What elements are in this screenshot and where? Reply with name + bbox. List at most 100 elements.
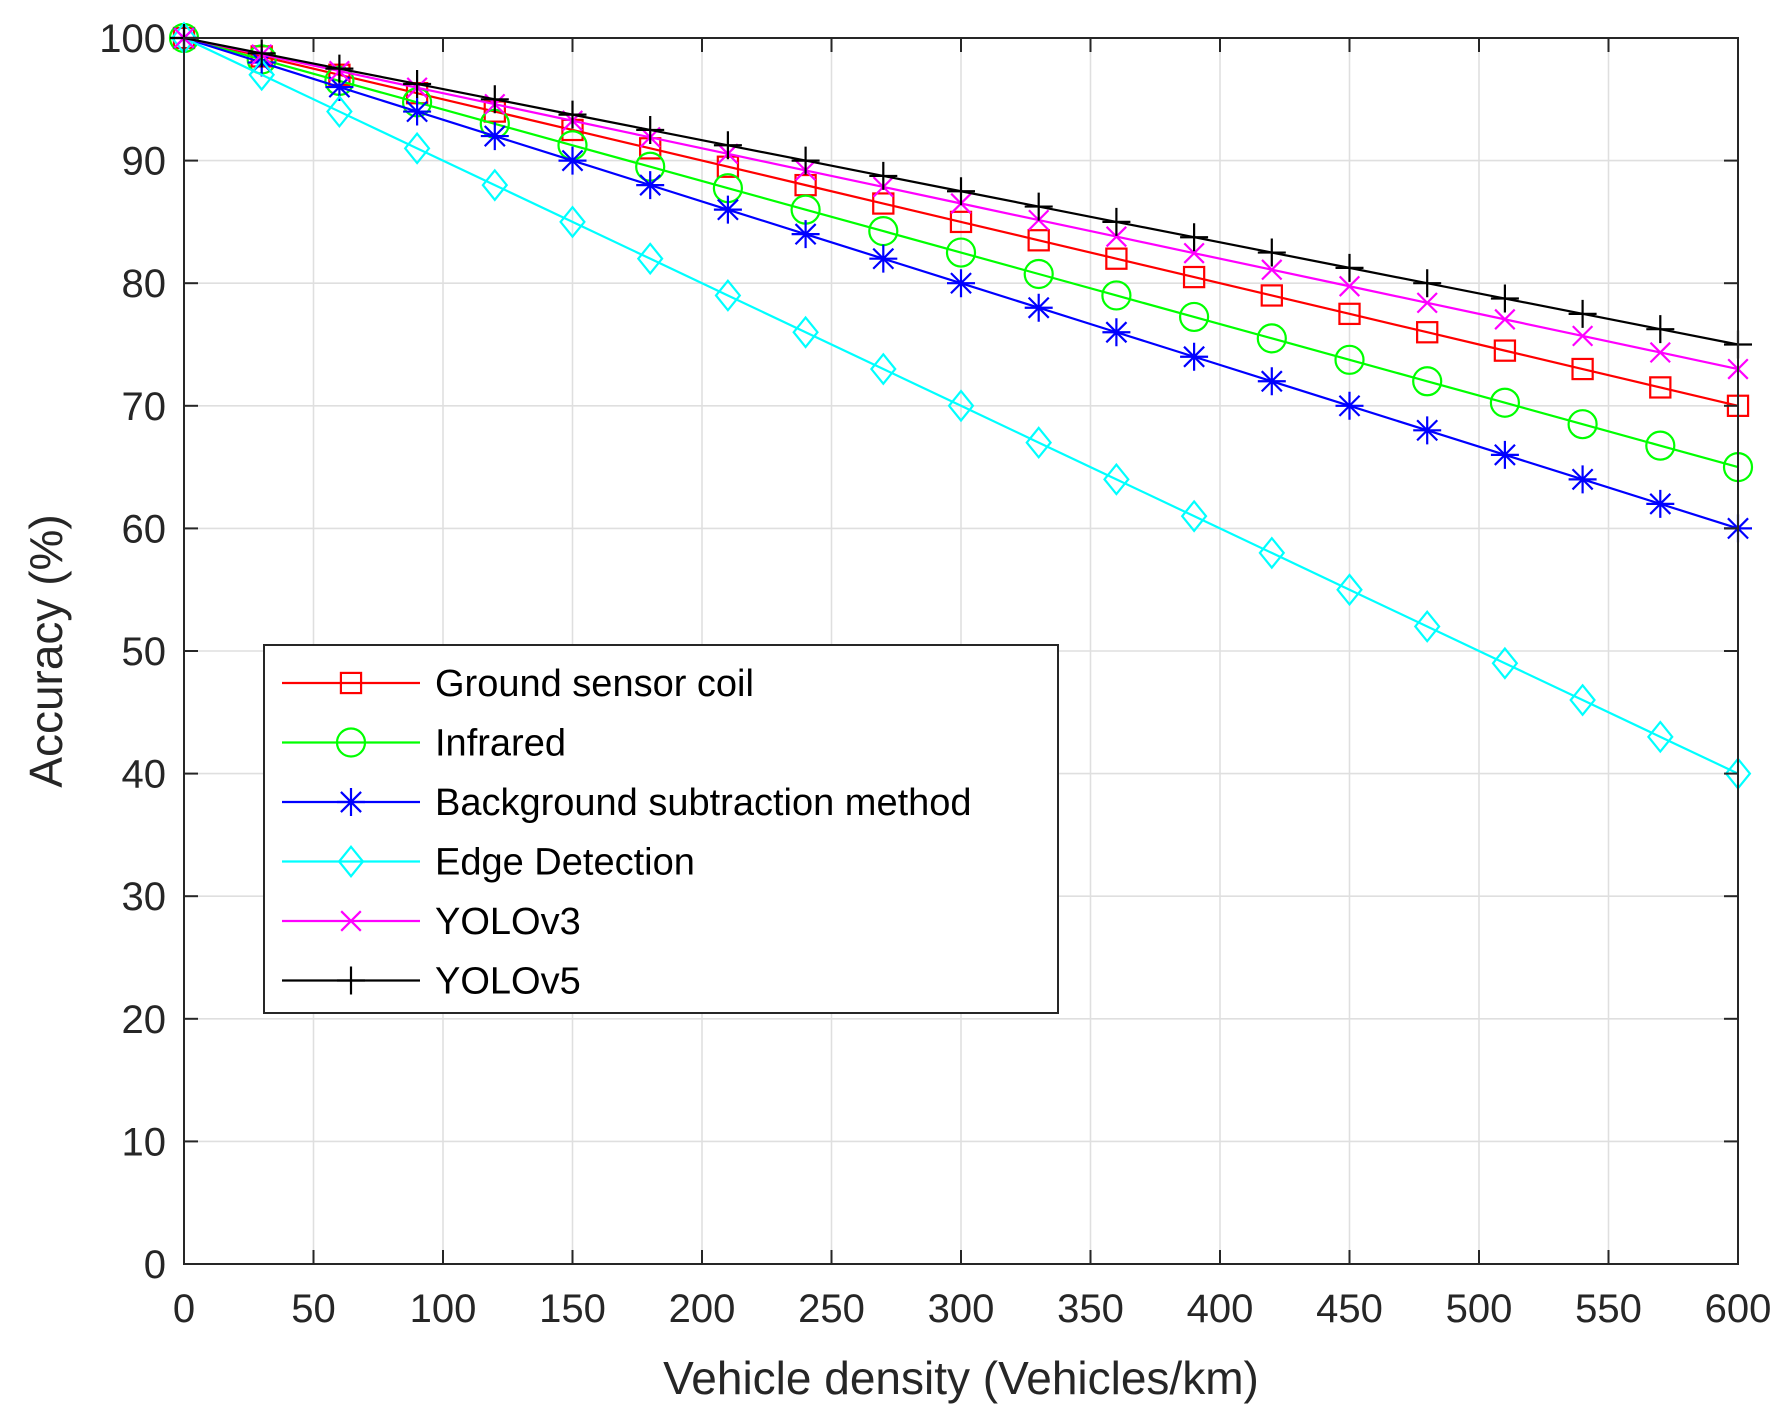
square-marker [339, 671, 363, 695]
x-tick-label: 350 [1057, 1287, 1124, 1331]
square-marker [1182, 265, 1206, 289]
asterisk-marker [1335, 391, 1364, 420]
legend: Ground sensor coil Infrared Background sub… [263, 644, 1059, 1014]
y-tick-label: 60 [122, 507, 167, 551]
y-tick-label: 80 [122, 262, 167, 306]
circle-marker [1023, 258, 1054, 290]
plus-marker [480, 85, 509, 114]
asterisk-marker [636, 171, 665, 200]
x-marker [1649, 341, 1671, 364]
asterisk-marker [1646, 489, 1675, 518]
asterisk-marker [713, 195, 742, 224]
asterisk-marker [337, 788, 365, 816]
diamond-marker [403, 131, 431, 165]
circle-marker [1412, 366, 1443, 397]
asterisk-marker [1024, 293, 1053, 322]
circle-marker [1178, 301, 1210, 333]
legend-label: Background subtraction method [435, 782, 972, 824]
series-layer [168, 21, 1754, 791]
plus-marker [337, 966, 365, 995]
circle-marker [1645, 430, 1676, 461]
x-marker [1494, 308, 1516, 330]
diamond-marker [248, 58, 276, 92]
plus-marker [1568, 299, 1597, 328]
series-background-subtraction-method [170, 24, 1752, 543]
square-marker [1260, 284, 1283, 307]
diamond-marker [337, 845, 365, 878]
diamond-marker [1258, 536, 1286, 570]
asterisk-marker [1102, 318, 1131, 347]
diamond-marker [1336, 573, 1363, 607]
square-marker [1338, 302, 1361, 326]
diamond-marker [1646, 720, 1674, 754]
legend-entry: Ground sensor coil [282, 663, 754, 705]
series-line [183, 36, 1739, 407]
legend-entry: YOLOv3 [282, 901, 581, 943]
x-tick-label: 200 [669, 1287, 736, 1331]
asterisk-marker [325, 73, 354, 102]
x-tick-label: 0 [173, 1287, 195, 1331]
diamond-marker [559, 205, 586, 239]
asterisk-marker [947, 269, 975, 298]
plus-marker [558, 100, 587, 129]
square-marker [872, 192, 895, 215]
x-marker [1105, 226, 1127, 248]
y-tick-label: 100 [99, 17, 166, 61]
plus-marker [947, 177, 975, 206]
asterisk-marker [558, 146, 587, 175]
square-marker [949, 210, 973, 234]
x-tick-label: 450 [1316, 1287, 1383, 1331]
x-tick-label: 300 [928, 1287, 995, 1331]
legend-entry: Edge Detection [282, 842, 695, 884]
plus-marker [1413, 269, 1442, 298]
x-axis-label: Vehicle density (Vehicles/km) [663, 1352, 1259, 1404]
asterisk-marker [869, 244, 898, 273]
asterisk-marker [403, 97, 432, 126]
diamond-marker [1491, 646, 1519, 680]
diamond-marker [1413, 610, 1441, 643]
plus-marker [1335, 253, 1364, 282]
circle-marker [945, 237, 977, 268]
y-tick-label: 70 [122, 385, 167, 429]
legend-label: Infrared [435, 723, 566, 765]
diamond-marker [1103, 462, 1130, 496]
y-tick-label: 10 [122, 1120, 167, 1164]
series-line [183, 37, 1739, 775]
plus-marker [1646, 315, 1675, 344]
x-marker [1183, 242, 1205, 264]
plus-marker [1102, 207, 1131, 236]
asterisk-marker [1568, 465, 1597, 494]
x-tick-label: 250 [798, 1287, 865, 1331]
diamond-marker [792, 315, 819, 349]
legend-label: YOLOv5 [435, 961, 581, 1003]
legend-entry: YOLOv5 [282, 961, 581, 1003]
circle-marker [1567, 409, 1598, 440]
plus-marker [1490, 284, 1519, 313]
x-marker [1416, 292, 1438, 314]
diamond-marker [326, 95, 353, 129]
diamond-marker [947, 389, 975, 423]
y-tick-label: 0 [144, 1243, 166, 1287]
plus-marker [869, 161, 898, 190]
circle-marker [1334, 344, 1365, 375]
x-tick-label: 400 [1187, 1287, 1254, 1331]
diamond-marker [1025, 426, 1053, 460]
legend-label: YOLOv3 [435, 901, 581, 943]
legend-label: Edge Detection [435, 842, 695, 884]
y-axis-label: Accuracy (%) [20, 514, 72, 787]
plus-marker [1024, 192, 1053, 221]
tick-labels: 0 50 100 150 200 250 300 350 400 450 500 550 600 0 10 2… [99, 17, 1771, 1331]
y-tick-label: 40 [122, 753, 167, 797]
x-marker [1572, 325, 1594, 347]
asterisk-marker [1413, 416, 1442, 445]
diamond-marker [636, 242, 664, 276]
x-tick-label: 600 [1705, 1287, 1772, 1331]
axes [183, 37, 1739, 1265]
asterisk-marker [791, 220, 820, 249]
circle-marker [335, 727, 367, 758]
asterisk-marker [1180, 342, 1209, 371]
circle-marker [1489, 387, 1521, 418]
x-tick-label: 150 [539, 1287, 606, 1331]
circle-marker [1256, 323, 1287, 354]
